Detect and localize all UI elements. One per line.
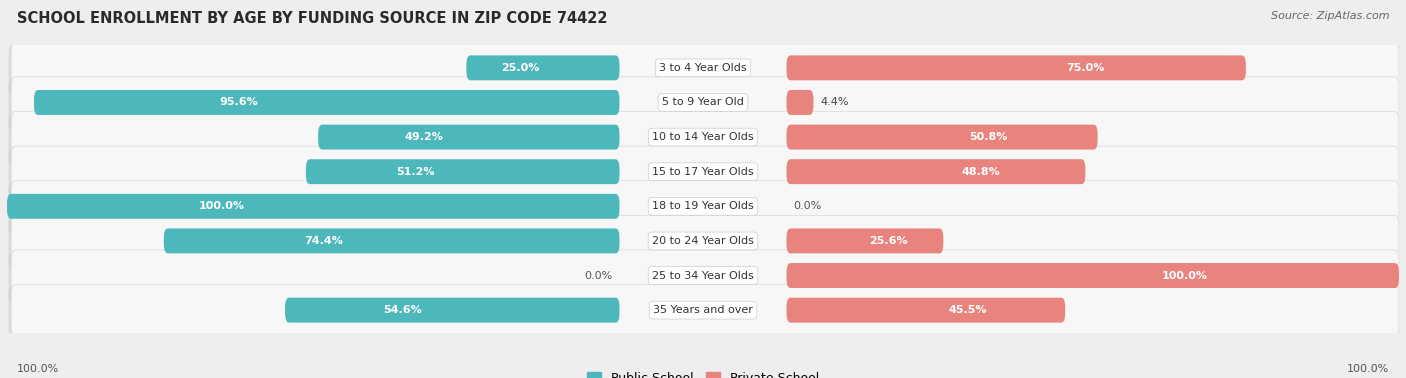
FancyBboxPatch shape [11,215,1399,266]
Text: 0.0%: 0.0% [585,271,613,280]
FancyBboxPatch shape [786,159,1085,184]
FancyBboxPatch shape [7,194,620,219]
FancyBboxPatch shape [11,77,1399,128]
Text: 25.6%: 25.6% [869,236,908,246]
Text: 50.8%: 50.8% [970,132,1008,142]
FancyBboxPatch shape [11,42,1399,93]
FancyBboxPatch shape [8,79,1400,130]
Text: 35 Years and over: 35 Years and over [652,305,754,315]
Text: 48.8%: 48.8% [962,167,1000,177]
Text: 100.0%: 100.0% [198,201,245,211]
FancyBboxPatch shape [11,146,1399,197]
FancyBboxPatch shape [34,90,620,115]
FancyBboxPatch shape [8,217,1400,269]
FancyBboxPatch shape [786,56,1246,80]
FancyBboxPatch shape [786,90,814,115]
Text: 4.4%: 4.4% [821,98,849,107]
FancyBboxPatch shape [786,228,943,253]
Text: 49.2%: 49.2% [404,132,443,142]
Text: SCHOOL ENROLLMENT BY AGE BY FUNDING SOURCE IN ZIP CODE 74422: SCHOOL ENROLLMENT BY AGE BY FUNDING SOUR… [17,11,607,26]
FancyBboxPatch shape [318,125,620,150]
Text: 100.0%: 100.0% [1347,364,1389,374]
Text: 51.2%: 51.2% [396,167,434,177]
FancyBboxPatch shape [11,181,1399,232]
FancyBboxPatch shape [285,298,620,322]
FancyBboxPatch shape [307,159,620,184]
Text: 25 to 34 Year Olds: 25 to 34 Year Olds [652,271,754,280]
Text: 25.0%: 25.0% [501,63,538,73]
Text: 100.0%: 100.0% [1161,271,1208,280]
Text: 74.4%: 74.4% [304,236,343,246]
FancyBboxPatch shape [165,228,620,253]
FancyBboxPatch shape [11,250,1399,301]
Text: 75.0%: 75.0% [1066,63,1104,73]
Text: 10 to 14 Year Olds: 10 to 14 Year Olds [652,132,754,142]
Text: 18 to 19 Year Olds: 18 to 19 Year Olds [652,201,754,211]
Text: 45.5%: 45.5% [949,305,987,315]
Text: 15 to 17 Year Olds: 15 to 17 Year Olds [652,167,754,177]
Text: 100.0%: 100.0% [17,364,59,374]
Text: 3 to 4 Year Olds: 3 to 4 Year Olds [659,63,747,73]
FancyBboxPatch shape [11,285,1399,336]
FancyBboxPatch shape [8,183,1400,234]
FancyBboxPatch shape [8,148,1400,199]
Text: 54.6%: 54.6% [382,305,422,315]
Text: 5 to 9 Year Old: 5 to 9 Year Old [662,98,744,107]
FancyBboxPatch shape [8,44,1400,96]
FancyBboxPatch shape [786,125,1098,150]
Text: Source: ZipAtlas.com: Source: ZipAtlas.com [1271,11,1389,21]
Text: 20 to 24 Year Olds: 20 to 24 Year Olds [652,236,754,246]
FancyBboxPatch shape [467,56,620,80]
FancyBboxPatch shape [786,298,1066,322]
Text: 0.0%: 0.0% [793,201,821,211]
Text: 95.6%: 95.6% [219,98,259,107]
FancyBboxPatch shape [11,112,1399,163]
FancyBboxPatch shape [8,113,1400,165]
FancyBboxPatch shape [8,287,1400,338]
FancyBboxPatch shape [786,263,1399,288]
FancyBboxPatch shape [8,252,1400,303]
Legend: Public School, Private School: Public School, Private School [582,367,824,378]
